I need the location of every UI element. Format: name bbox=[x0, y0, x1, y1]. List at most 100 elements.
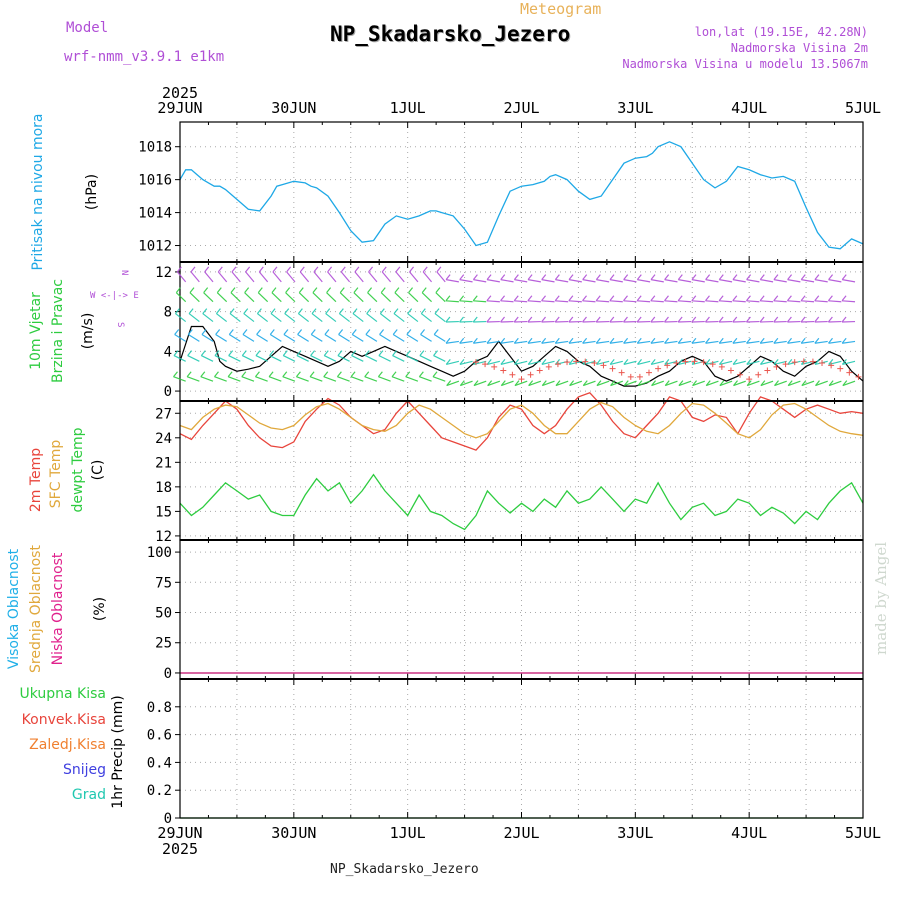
wind-barb-flag bbox=[420, 308, 426, 314]
wind-barb bbox=[408, 292, 419, 303]
wind-barb bbox=[501, 380, 514, 387]
wind-barb bbox=[244, 292, 255, 303]
wind-barb-flag bbox=[364, 350, 370, 356]
wind-barb-flag bbox=[513, 295, 519, 302]
wind-barb-flag bbox=[310, 329, 316, 335]
gust-marker bbox=[809, 358, 816, 365]
wind-barb-flag bbox=[514, 359, 520, 365]
wind-barb-flag bbox=[215, 329, 221, 335]
wind-barb-flag bbox=[392, 329, 398, 335]
wind-barb-flag bbox=[528, 380, 534, 386]
panel-temperature: 12 15 18 21 24 27 bbox=[155, 392, 864, 545]
wind-barb-flag bbox=[337, 350, 343, 356]
wind-barb-flag bbox=[677, 295, 683, 302]
wind-barb-flag bbox=[173, 371, 178, 378]
wind-barb-flag bbox=[379, 308, 385, 314]
wind-barb bbox=[651, 380, 664, 387]
gust-marker bbox=[645, 369, 652, 376]
wind-barb bbox=[555, 340, 569, 344]
wind-barb-flag bbox=[814, 337, 820, 344]
wind-barb-flag bbox=[500, 337, 506, 344]
wind-barb-flag bbox=[486, 316, 492, 323]
wind-barb-flag bbox=[420, 329, 426, 335]
wind-barb bbox=[486, 279, 500, 283]
wind-barb-flag bbox=[800, 274, 806, 280]
wind-barb bbox=[623, 300, 637, 303]
wind-barb bbox=[541, 360, 555, 366]
wind-barb bbox=[324, 334, 337, 342]
wind-barb bbox=[609, 300, 623, 303]
wind-barb-flag bbox=[609, 359, 615, 365]
wind-barb bbox=[732, 279, 746, 283]
wind-barb-flag bbox=[582, 316, 587, 323]
temp-subtitle: SFC Temp bbox=[48, 440, 64, 509]
wind-barb-flag bbox=[326, 287, 332, 294]
wind-barb bbox=[420, 334, 432, 342]
wind-barb-flag bbox=[623, 380, 629, 386]
wind-barb bbox=[298, 292, 310, 303]
cloud-title: Visoka Oblacnost bbox=[6, 548, 22, 669]
gust-marker bbox=[527, 371, 534, 378]
wind-barb-flag bbox=[395, 266, 401, 273]
wind-barb bbox=[327, 271, 337, 283]
wind-barb bbox=[746, 300, 760, 303]
wind-barb bbox=[175, 292, 187, 303]
wind-barb-flag bbox=[393, 308, 399, 314]
wind-barb-flag bbox=[432, 371, 438, 378]
wind-barb-flag bbox=[691, 337, 697, 344]
wind-barb bbox=[255, 376, 268, 382]
wind-barb bbox=[231, 271, 241, 283]
wind-barb bbox=[433, 334, 446, 342]
wind-barb-flag bbox=[486, 295, 492, 302]
wind-barb bbox=[339, 292, 351, 303]
wind-barb-flag bbox=[187, 329, 193, 335]
wind-barb-flag bbox=[568, 359, 574, 365]
wind-barb bbox=[609, 279, 623, 283]
wind-barb bbox=[269, 334, 282, 342]
time-tick-label-top: 2JUL bbox=[503, 99, 539, 117]
wind-barb-flag bbox=[732, 359, 738, 365]
wind-barb-flag bbox=[445, 295, 451, 302]
time-tick-label-top: 3JUL bbox=[617, 99, 653, 117]
wind-barb-flag bbox=[311, 308, 317, 314]
wind-barb bbox=[283, 334, 296, 342]
wind-barb-flag bbox=[555, 380, 561, 386]
wind-barb bbox=[201, 355, 214, 362]
wind-barb-flag bbox=[215, 308, 221, 314]
wind-barb-flag bbox=[609, 274, 615, 280]
gust-marker bbox=[837, 365, 844, 372]
time-tick-label-top: 4JUL bbox=[731, 99, 767, 117]
wind-barb bbox=[732, 340, 746, 344]
wind-barb bbox=[609, 340, 623, 344]
wind-barb bbox=[582, 279, 596, 283]
wind-barb-flag bbox=[418, 371, 424, 378]
wind-barb bbox=[623, 340, 637, 344]
wind-barb bbox=[312, 292, 323, 303]
wind-barb-flag bbox=[446, 380, 452, 386]
wind-barb bbox=[787, 380, 801, 387]
wind-barb-flag bbox=[174, 329, 180, 335]
y-tick-label: 0 bbox=[164, 666, 172, 682]
wind-barb bbox=[351, 334, 364, 342]
y-tick-label: 0.4 bbox=[147, 755, 172, 771]
wind-barb bbox=[719, 340, 733, 344]
elevation-label: Nadmorska Visina 2m bbox=[730, 41, 868, 55]
wind-barb bbox=[719, 380, 733, 387]
wind-barb bbox=[542, 380, 555, 387]
wind-barb bbox=[215, 334, 227, 342]
compass-n: N bbox=[119, 270, 129, 275]
wind-barb-flag bbox=[773, 274, 779, 280]
y-tick-label: 50 bbox=[155, 606, 172, 622]
wind-barb bbox=[175, 313, 187, 323]
wind-barb-flag bbox=[609, 337, 615, 344]
wind-barb-flag bbox=[745, 316, 751, 323]
wind-barb bbox=[486, 300, 500, 303]
wind-barb-flag bbox=[201, 329, 207, 335]
wind-barb-flag bbox=[435, 287, 441, 294]
wind-barb-flag bbox=[285, 287, 291, 294]
wind-barb-flag bbox=[609, 316, 615, 323]
wind-barb-flag bbox=[459, 316, 465, 323]
wind-barb-flag bbox=[409, 266, 415, 273]
wind-barb bbox=[705, 300, 719, 303]
wind-barb bbox=[582, 340, 596, 344]
